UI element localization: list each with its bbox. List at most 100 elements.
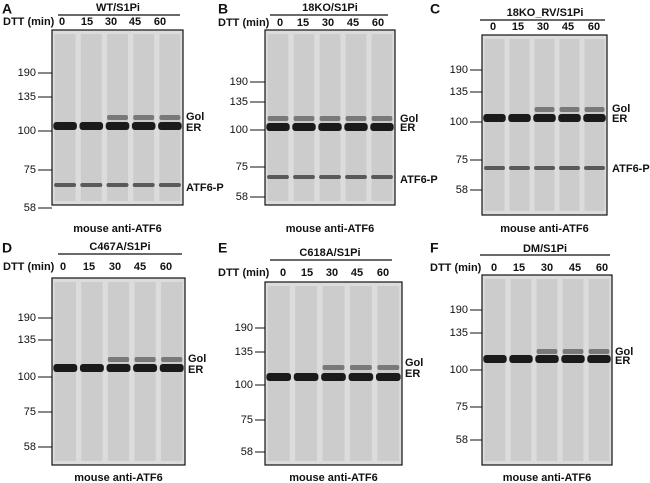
gol-band — [371, 116, 393, 121]
gol-band — [559, 107, 580, 112]
lane-smear — [584, 39, 605, 211]
er-band — [53, 122, 77, 130]
band-label: Gol — [612, 103, 630, 115]
marker-label: 100 — [235, 379, 253, 391]
lane-smear — [588, 279, 610, 461]
panel-letter: E — [218, 240, 227, 256]
gol-band — [161, 357, 183, 362]
band-label: Gol — [186, 111, 204, 123]
dtt-label: DTT (min) — [430, 262, 482, 274]
marker-label: 190 — [450, 64, 468, 76]
time-label: 15 — [83, 261, 95, 273]
caption: mouse anti-ATF6 — [503, 472, 591, 483]
band-label: ER — [188, 364, 203, 376]
time-label: 60 — [588, 21, 600, 33]
panel-title: WT/S1Pi — [96, 2, 140, 14]
gol-band — [267, 116, 289, 121]
time-label: 45 — [134, 261, 146, 273]
time-label: 0 — [277, 17, 283, 29]
time-label: 60 — [372, 17, 384, 29]
atf6p-band — [267, 175, 289, 179]
er-band — [535, 355, 559, 363]
marker-label: 75 — [24, 406, 36, 418]
gol-band — [584, 107, 605, 112]
time-label: 30 — [541, 262, 553, 274]
dtt-label: DTT (min) — [3, 261, 55, 273]
marker-label: 75 — [236, 161, 248, 173]
band-label: ER — [615, 355, 630, 367]
dtt-label: DTT (min) — [218, 267, 270, 279]
band-label: Gol — [615, 346, 633, 358]
er-band — [105, 122, 130, 130]
lane-smear — [484, 279, 506, 461]
time-label: 60 — [596, 262, 608, 274]
gol-band — [319, 116, 341, 121]
er-band — [483, 114, 506, 122]
marker-label: 58 — [24, 202, 36, 214]
dtt-label: DTT (min) — [218, 17, 270, 29]
marker-label: 190 — [230, 76, 248, 88]
marker-label: 75 — [24, 164, 36, 176]
er-band — [318, 123, 342, 131]
er-band — [583, 114, 606, 122]
band-label: Gol — [405, 357, 423, 369]
marker-label: 75 — [241, 414, 253, 426]
marker-label: 190 — [18, 312, 36, 324]
time-label: 30 — [322, 17, 334, 29]
gol-band — [159, 115, 181, 120]
band-label: ATF6-P — [400, 174, 438, 186]
marker-label: 100 — [18, 125, 36, 137]
atf6p-band — [80, 183, 103, 187]
er-band — [79, 364, 104, 372]
time-label: 15 — [512, 21, 524, 33]
atf6p-band — [158, 183, 181, 187]
marker-label: 58 — [456, 434, 468, 446]
gol-band — [588, 349, 610, 354]
time-label: 45 — [351, 267, 363, 279]
atf6p-band — [509, 166, 530, 170]
panel-title: 18KO_RV/S1Pi — [507, 7, 584, 19]
marker-label: 100 — [18, 371, 36, 383]
lane-smear — [510, 279, 532, 461]
er-band — [509, 355, 533, 363]
gol-band — [534, 107, 555, 112]
band-label: ER — [405, 368, 420, 380]
panel-letter: D — [2, 240, 12, 256]
caption: mouse anti-ATF6 — [73, 223, 161, 235]
marker-label: 135 — [18, 334, 36, 346]
er-band — [266, 373, 292, 381]
marker-label: 135 — [450, 86, 468, 98]
marker-label: 75 — [456, 401, 468, 413]
marker-label: 58 — [236, 191, 248, 203]
caption: mouse anti-ATF6 — [74, 472, 162, 483]
atf6p-band — [584, 166, 605, 170]
gol-band — [293, 116, 315, 121]
lane-smear — [484, 39, 505, 211]
er-band — [587, 355, 611, 363]
er-band — [483, 355, 507, 363]
atf6p-band — [371, 175, 393, 179]
band-label: Gol — [400, 113, 418, 125]
lane-smear — [562, 279, 584, 461]
gol-band — [377, 365, 400, 370]
band-label: ER — [400, 122, 415, 134]
atf6p-band — [559, 166, 580, 170]
er-band — [508, 114, 531, 122]
er-band — [266, 123, 290, 131]
er-band — [159, 364, 184, 372]
panel-title: DM/S1Pi — [523, 243, 567, 255]
marker-label: 58 — [241, 446, 253, 458]
gol-band — [134, 357, 156, 362]
atf6p-band — [293, 175, 315, 179]
er-band — [158, 122, 182, 130]
time-label: 15 — [513, 262, 525, 274]
marker-label: 100 — [450, 364, 468, 376]
marker-label: 135 — [230, 96, 248, 108]
time-label: 0 — [491, 262, 497, 274]
er-band — [53, 364, 78, 372]
lane-smear — [54, 34, 76, 201]
panel-letter: B — [218, 1, 228, 17]
atf6p-band — [106, 183, 129, 187]
er-band — [533, 114, 556, 122]
